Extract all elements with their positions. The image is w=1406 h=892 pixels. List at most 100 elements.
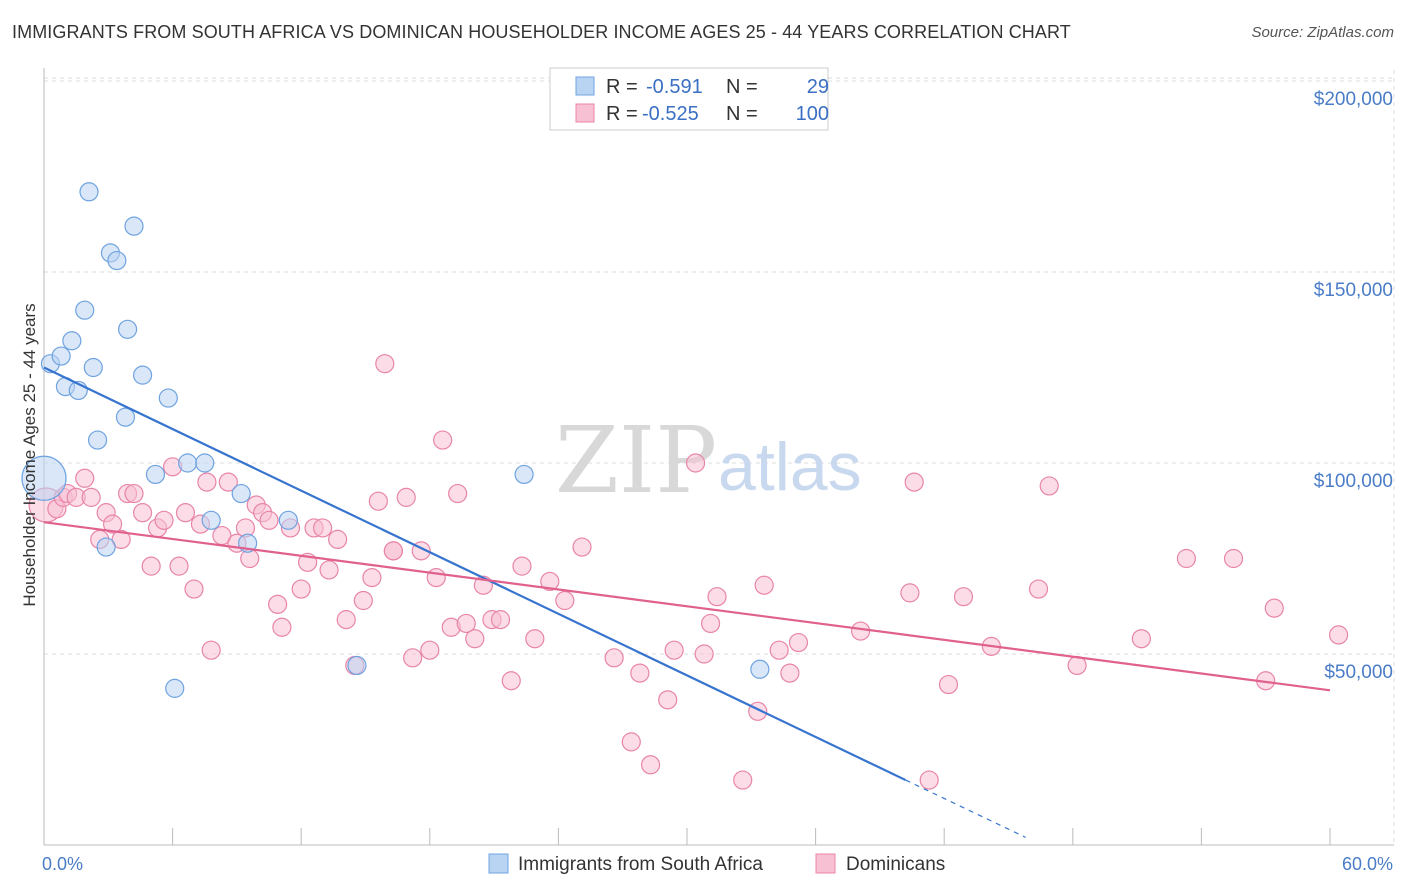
legend-n-label-2: N = [726, 103, 758, 125]
dominican-point-86 [919, 770, 939, 790]
source-credit: Source: ZipAtlas.com [1251, 24, 1394, 41]
dominican-point-99 [383, 541, 403, 561]
dominican-point-52 [426, 567, 446, 588]
dominican-point-32 [268, 594, 288, 614]
south-africa-point-18 [158, 388, 178, 408]
south-africa-point-17 [145, 464, 166, 485]
dominican-point-95 [1223, 548, 1244, 569]
dominican-point-80 [769, 640, 789, 660]
dominican-point-23 [201, 640, 221, 660]
dominican-point-93 [1131, 629, 1151, 649]
x-tick-label-max: 60.0% [1342, 854, 1393, 874]
dominican-point-40 [328, 529, 348, 550]
south-africa-point-14 [117, 319, 138, 339]
dominican-point-90 [1028, 579, 1049, 599]
dominican-point-41 [336, 610, 356, 630]
dominican-point-18 [169, 556, 189, 576]
dominican-point-64 [540, 571, 560, 592]
dominican-point-79 [754, 575, 774, 595]
dominican-point-84 [900, 583, 920, 603]
series-legend: Immigrants from South Africa Dominicans [488, 853, 945, 875]
dominican-point-81 [780, 663, 800, 683]
y-tick-label-1: $100,000 [1314, 471, 1393, 492]
dominican-point-98 [1328, 625, 1349, 645]
south-africa-point-13 [115, 407, 136, 427]
dominican-point-55 [448, 483, 468, 504]
dominican-point-53 [433, 430, 453, 450]
south-africa-point-26 [347, 655, 367, 676]
watermark-atlas: atlas [718, 429, 862, 505]
south-africa-points [21, 182, 770, 698]
series-legend-label-dominicans: Dominicans [846, 854, 945, 875]
south-africa-point-23 [231, 483, 251, 504]
series-legend-swatch-pink [815, 853, 836, 874]
legend-r-value-2: -0.525 [642, 103, 699, 125]
dominican-point-82 [788, 632, 809, 653]
y-tick-label-3: $200,000 [1314, 89, 1393, 110]
chart-title: IMMIGRANTS FROM SOUTH AFRICA VS DOMINICA… [12, 22, 1071, 42]
south-africa-point-8 [83, 357, 103, 378]
trend-lines [43, 366, 1331, 838]
dominican-point-97 [1264, 598, 1284, 618]
dominican-point-88 [953, 587, 974, 607]
south-africa-point-10 [96, 537, 116, 557]
dominican-point-16 [154, 510, 174, 530]
dominican-point-44 [362, 567, 382, 588]
dominican-point-60 [490, 610, 511, 630]
x-tick-label-min: 0.0% [42, 854, 83, 874]
dominican-point-63 [525, 629, 545, 649]
dominican-point-12 [124, 483, 144, 504]
dominican-point-13 [132, 503, 153, 523]
dominican-point-51 [420, 640, 440, 660]
legend-n-value-2: 100 [796, 103, 829, 125]
dominican-point-25 [218, 472, 238, 492]
dominican-point-49 [403, 648, 423, 668]
dominican-point-72 [664, 640, 684, 660]
trend-line-dominicans [43, 521, 1331, 692]
dominican-point-85 [904, 472, 924, 492]
legend-r-label-2: R = [606, 103, 638, 125]
correlation-legend: R = -0.591 N = 29 R = -0.525 N = 100 [549, 67, 829, 131]
dominican-point-48 [396, 487, 416, 507]
south-africa-point-19 [165, 678, 185, 698]
legend-n-value-1: 29 [807, 76, 829, 98]
legend-r-value-1: -0.591 [646, 76, 703, 98]
dominican-point-69 [630, 663, 650, 683]
dominican-point-38 [313, 518, 333, 538]
dominican-point-67 [604, 648, 624, 668]
dominican-point-45 [368, 491, 388, 511]
dominican-point-77 [733, 770, 753, 790]
south-africa-point-16 [132, 365, 153, 385]
series-legend-label-south-africa: Immigrants from South Africa [518, 854, 763, 875]
legend-swatch-pink [575, 103, 595, 123]
south-africa-point-28 [750, 659, 770, 679]
dominican-point-10 [111, 529, 131, 550]
south-africa-point-9 [87, 430, 108, 450]
trend-line-south-africa [43, 366, 907, 782]
dominican-point-71 [658, 690, 678, 710]
dominican-point-5 [75, 468, 95, 488]
dominican-point-76 [707, 587, 727, 607]
dominican-point-14 [141, 556, 161, 576]
south-africa-point-27 [514, 464, 534, 485]
y-tick-label-2: $150,000 [1314, 280, 1393, 301]
dominican-point-66 [572, 537, 592, 557]
dominican-point-62 [512, 556, 532, 576]
dominican-point-20 [184, 579, 204, 599]
y-tick-label-0: $50,000 [1324, 662, 1393, 683]
dominican-point-70 [640, 755, 661, 775]
south-africa-point-25 [278, 510, 298, 530]
dominican-point-46 [375, 354, 395, 374]
watermark: ZIP atlas [555, 407, 862, 514]
dominican-point-31 [259, 510, 279, 530]
dominican-point-68 [621, 732, 641, 752]
dominican-point-22 [197, 472, 217, 492]
tick-labels: $50,000 $100,000 $150,000 $200,000 0.0% 60.0% [42, 89, 1393, 874]
legend-r-label-1: R = [606, 76, 638, 98]
series-legend-swatch-blue [488, 853, 509, 874]
dominican-point-19 [175, 503, 196, 523]
south-africa-point-20 [178, 453, 198, 473]
south-africa-point-6 [75, 300, 95, 320]
legend-swatch-blue [575, 76, 595, 96]
